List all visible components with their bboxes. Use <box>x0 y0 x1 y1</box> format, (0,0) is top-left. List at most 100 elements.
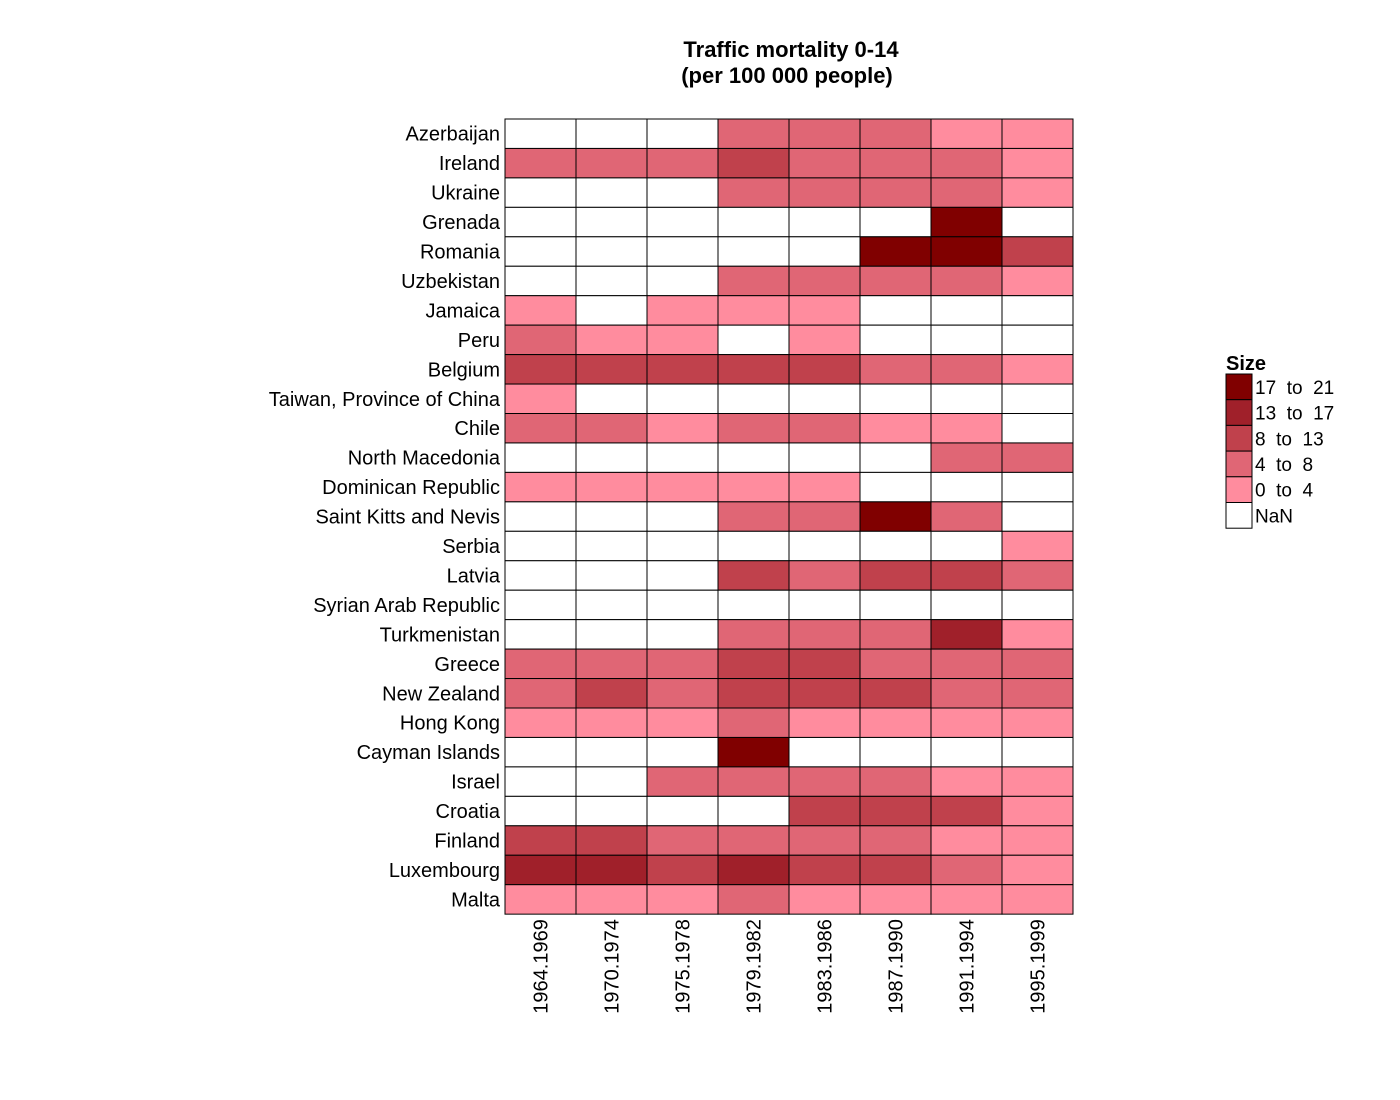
heatmap-cell-azerbaijan-1995-1999 <box>1001 118 1074 149</box>
heatmap-cell-luxembourg-1983-1986 <box>788 854 861 886</box>
heatmap-cell-serbia-1964-1969 <box>504 530 577 562</box>
heatmap-cell-croatia-1975-1978 <box>646 795 719 827</box>
heatmap-cell-uzbekistan-1979-1982 <box>717 265 790 297</box>
row-label-malta: Malta <box>451 889 501 911</box>
row-label-greece: Greece <box>434 654 500 676</box>
heatmap-cell-peru-1987-1990 <box>859 324 932 356</box>
heatmap-cell-grenada-1975-1978 <box>646 206 719 238</box>
legend-label-4-to-8: 4 to 8 <box>1255 455 1313 476</box>
heatmap-cell-finland-1964-1969 <box>504 825 577 856</box>
column-label-1995-1999: 1995.1999 <box>1028 919 1050 1014</box>
heatmap-cell-finland-1975-1978 <box>646 825 719 856</box>
heatmap-cell-serbia-1970-1974 <box>575 530 648 562</box>
heatmap-cell-croatia-1979-1982 <box>717 795 790 827</box>
heatmap-cell-luxembourg-1970-1974 <box>575 854 648 886</box>
heatmap-cell-jamaica-1983-1986 <box>788 295 861 326</box>
heatmap-cell-taiwan-province-of-china-1995-1999 <box>1001 383 1074 414</box>
heatmap-cell-ukraine-1995-1999 <box>1001 177 1074 208</box>
heatmap-cell-romania-1995-1999 <box>1001 236 1074 267</box>
heatmap-cell-saint-kitts-and-nevis-1983-1986 <box>788 501 861 532</box>
heatmap-cell-israel-1975-1978 <box>646 766 719 797</box>
heatmap-cell-north-macedonia-1995-1999 <box>1001 442 1074 473</box>
heatmap-cell-belgium-1975-1978 <box>646 354 719 385</box>
heatmap-cell-latvia-1987-1990 <box>859 560 932 591</box>
heatmap-cell-taiwan-province-of-china-1979-1982 <box>717 383 790 414</box>
heatmap-cell-jamaica-1995-1999 <box>1001 295 1074 326</box>
heatmap-cell-ukraine-1975-1978 <box>646 177 719 208</box>
heatmap-cell-latvia-1979-1982 <box>717 560 790 591</box>
heatmap-cell-serbia-1983-1986 <box>788 530 861 562</box>
heatmap-cell-croatia-1995-1999 <box>1001 795 1074 827</box>
column-label-1979-1982: 1979.1982 <box>744 919 766 1014</box>
heatmap-cell-uzbekistan-1995-1999 <box>1001 265 1074 297</box>
heatmap-cell-north-macedonia-1983-1986 <box>788 442 861 473</box>
heatmap-cell-chile-1983-1986 <box>788 413 861 444</box>
heatmap-cell-israel-1995-1999 <box>1001 766 1074 797</box>
heatmap-cell-luxembourg-1995-1999 <box>1001 854 1074 886</box>
heatmap-cell-israel-1983-1986 <box>788 766 861 797</box>
heatmap-cell-romania-1964-1969 <box>504 236 577 267</box>
row-label-cayman-islands: Cayman Islands <box>357 742 500 764</box>
heatmap-cell-belgium-1964-1969 <box>504 354 577 385</box>
heatmap-cell-dominican-republic-1995-1999 <box>1001 471 1074 503</box>
heatmap-cell-hong-kong-1970-1974 <box>575 707 648 738</box>
heatmap-cell-taiwan-province-of-china-1987-1990 <box>859 383 932 414</box>
row-label-dominican-republic: Dominican Republic <box>322 477 500 499</box>
heatmap-cell-romania-1983-1986 <box>788 236 861 267</box>
heatmap-cell-finland-1979-1982 <box>717 825 790 856</box>
heatmap-cell-croatia-1970-1974 <box>575 795 648 827</box>
heatmap-cell-ukraine-1987-1990 <box>859 177 932 208</box>
heatmap-cell-saint-kitts-and-nevis-1970-1974 <box>575 501 648 532</box>
row-label-new-zealand: New Zealand <box>382 683 500 705</box>
heatmap-cell-new-zealand-1987-1990 <box>859 678 932 709</box>
heatmap-cell-dominican-republic-1964-1969 <box>504 471 577 503</box>
heatmap-cell-azerbaijan-1983-1986 <box>788 118 861 149</box>
heatmap-cell-peru-1983-1986 <box>788 324 861 356</box>
row-label-uzbekistan: Uzbekistan <box>401 271 500 293</box>
heatmap-cell-malta-1987-1990 <box>859 884 932 915</box>
heatmap-cell-syrian-arab-republic-1964-1969 <box>504 589 577 621</box>
heatmap-cell-latvia-1991-1994 <box>930 560 1003 591</box>
heatmap-cell-uzbekistan-1964-1969 <box>504 265 577 297</box>
heatmap-cell-romania-1975-1978 <box>646 236 719 267</box>
heatmap-cell-croatia-1987-1990 <box>859 795 932 827</box>
legend-swatch-8-to-13 <box>1225 424 1253 452</box>
heatmap-cell-finland-1987-1990 <box>859 825 932 856</box>
heatmap-cell-luxembourg-1987-1990 <box>859 854 932 886</box>
row-label-romania: Romania <box>420 242 501 264</box>
heatmap-cell-new-zealand-1975-1978 <box>646 678 719 709</box>
row-label-ireland: Ireland <box>439 153 500 175</box>
heatmap-cell-greece-1979-1982 <box>717 648 790 680</box>
heatmap-cell-chile-1991-1994 <box>930 413 1003 444</box>
heatmap-cell-chile-1964-1969 <box>504 413 577 444</box>
heatmap-cell-syrian-arab-republic-1975-1978 <box>646 589 719 621</box>
heatmap-cell-dominican-republic-1991-1994 <box>930 471 1003 503</box>
heatmap-cell-malta-1975-1978 <box>646 884 719 915</box>
heatmap-cell-azerbaijan-1979-1982 <box>717 118 790 149</box>
heatmap-cell-saint-kitts-and-nevis-1975-1978 <box>646 501 719 532</box>
heatmap-cell-malta-1991-1994 <box>930 884 1003 915</box>
row-label-ukraine: Ukraine <box>431 183 500 205</box>
row-label-latvia: Latvia <box>447 565 501 587</box>
heatmap-cell-latvia-1983-1986 <box>788 560 861 591</box>
heatmap-cell-grenada-1979-1982 <box>717 206 790 238</box>
heatmap-cell-grenada-1995-1999 <box>1001 206 1074 238</box>
row-label-belgium: Belgium <box>428 359 500 381</box>
heatmap-cell-azerbaijan-1975-1978 <box>646 118 719 149</box>
heatmap-cell-azerbaijan-1987-1990 <box>859 118 932 149</box>
heatmap-cell-uzbekistan-1987-1990 <box>859 265 932 297</box>
heatmap-cell-turkmenistan-1983-1986 <box>788 619 861 650</box>
heatmap-cell-taiwan-province-of-china-1975-1978 <box>646 383 719 414</box>
heatmap-cell-syrian-arab-republic-1987-1990 <box>859 589 932 621</box>
heatmap-cell-new-zealand-1964-1969 <box>504 678 577 709</box>
heatmap-cell-saint-kitts-and-nevis-1979-1982 <box>717 501 790 532</box>
heatmap-cell-greece-1975-1978 <box>646 648 719 680</box>
heatmap-cell-peru-1964-1969 <box>504 324 577 356</box>
heatmap-cell-finland-1970-1974 <box>575 825 648 856</box>
heatmap-cell-ireland-1975-1978 <box>646 147 719 179</box>
legend-swatch-0-to-4 <box>1225 476 1253 503</box>
heatmap-cell-saint-kitts-and-nevis-1995-1999 <box>1001 501 1074 532</box>
legend-swatch-nan <box>1225 502 1253 529</box>
heatmap-cell-finland-1995-1999 <box>1001 825 1074 856</box>
heatmap-cell-greece-1987-1990 <box>859 648 932 680</box>
